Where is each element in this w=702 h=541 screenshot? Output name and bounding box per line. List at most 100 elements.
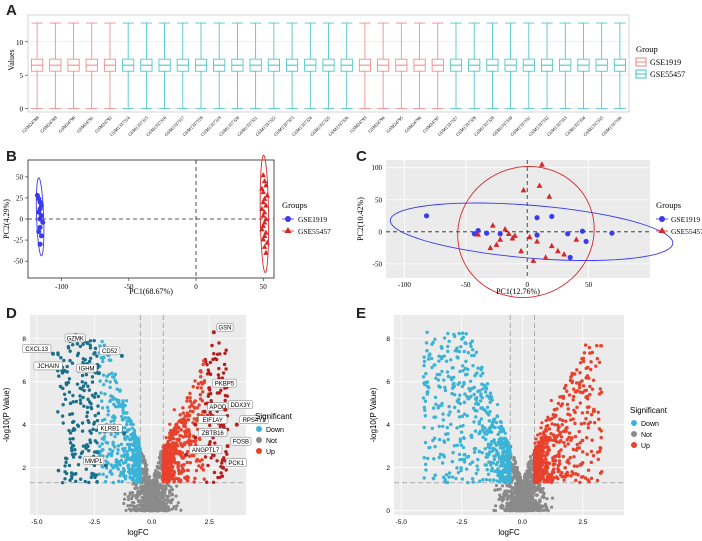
point-down-e [472, 420, 476, 424]
point-up-e [540, 469, 545, 473]
point-up-d [219, 388, 223, 392]
y-axis-label-c: PC2(10.42%) [356, 197, 365, 241]
point-down-d [78, 477, 83, 481]
point-down-e [477, 419, 482, 424]
point-gse1919-c [579, 228, 586, 234]
box-GSM1337320 [231, 22, 244, 110]
point-down-e [484, 386, 489, 391]
point-down-e [458, 439, 463, 444]
point-down-d [113, 445, 117, 449]
point-e [528, 488, 532, 493]
point-down-d [69, 471, 74, 475]
point-e [518, 474, 522, 479]
point-down-e [472, 450, 477, 454]
labeled-point-cd52 [119, 353, 124, 358]
point-up-d [209, 456, 213, 460]
pca-chart-b: -100 -50 0 50 -50 -25 0 25 50 PC1(68.67%) PC2(4.… [2, 154, 331, 296]
point-e [535, 508, 539, 513]
point-gse1919-c [567, 254, 573, 261]
point-down-e [466, 397, 470, 401]
ellipse-gse55457-b [259, 154, 270, 274]
point-gse55457-b [260, 236, 266, 242]
point-up-e [571, 398, 575, 402]
point-up-d [222, 425, 226, 429]
point-up-e [581, 384, 586, 388]
point-up-e [562, 440, 566, 445]
point-up-d [217, 341, 221, 345]
point-down-d [108, 447, 112, 452]
point-up-e [595, 344, 599, 348]
point-down-e [422, 425, 426, 430]
point-down-e [485, 405, 490, 409]
legend-marker-not-e [631, 431, 637, 437]
point-d [179, 508, 183, 512]
point-down-d [98, 449, 103, 454]
point-d [174, 494, 178, 498]
legend-a: Group GSE1919 GSE55457 [635, 44, 685, 79]
point-down-d [106, 461, 110, 465]
point-e [508, 509, 512, 513]
y-tick-label-d: 8 [22, 336, 26, 343]
point-d [148, 509, 152, 513]
point-d [149, 481, 153, 485]
label-box-klrb1 [97, 424, 123, 433]
point-down-d [102, 382, 106, 387]
point-up-e [539, 437, 544, 441]
point-down-d [104, 379, 109, 383]
point-down-e [497, 457, 502, 461]
point-e [533, 486, 537, 490]
point-down-e [487, 419, 492, 423]
point-up-e [572, 408, 576, 412]
point-e [505, 501, 509, 505]
point-up-d [162, 474, 166, 479]
point-down-e [437, 359, 441, 363]
point-down-e [486, 445, 491, 449]
point-down-d [120, 414, 124, 419]
point-up-e [578, 441, 582, 445]
box-GSM1337317 [176, 22, 189, 110]
point-down-e [474, 350, 479, 355]
point-down-d [56, 410, 60, 414]
point-gse55457-b [259, 226, 265, 232]
point-down-e [443, 388, 448, 393]
point-down-e [486, 442, 491, 446]
labeled-point-fosb [225, 444, 230, 449]
point-up-e [589, 360, 593, 364]
point-up-d [172, 444, 177, 448]
point-up-e [532, 464, 537, 468]
point-e [519, 482, 523, 486]
point-e [500, 496, 504, 500]
point-down-d [119, 458, 124, 462]
point-gse1919-b [37, 224, 43, 230]
point-e [549, 398, 553, 403]
point-down-e [432, 457, 436, 461]
point-e [513, 482, 518, 486]
point-up-e [586, 426, 591, 430]
point-up-d [213, 357, 217, 361]
point-down-e [447, 475, 451, 479]
box-GSM24790 [67, 22, 80, 110]
point-gse55457-c [493, 241, 500, 247]
point-up-d [211, 480, 216, 484]
label-box-cxcl13 [22, 344, 52, 353]
label-box-mmp1 [83, 456, 105, 465]
box-GSM24791 [85, 22, 98, 110]
point-down-d [102, 434, 107, 439]
point-down-e [476, 468, 480, 472]
legend-item-gse1919-a: GSE1919 [650, 58, 681, 67]
point-down-e [431, 476, 436, 481]
point-d [169, 428, 173, 433]
point-up-e [560, 418, 565, 423]
point-down-e [488, 394, 493, 399]
point-e [526, 496, 530, 500]
point-d [140, 499, 144, 503]
panel-label-b: B [6, 148, 17, 165]
point-down-d [121, 408, 125, 413]
point-up-e [585, 410, 590, 415]
point-down-e [488, 391, 493, 395]
point-down-d [96, 394, 101, 399]
point-down-d [97, 472, 102, 476]
point-d [140, 506, 145, 511]
point-down-e [458, 457, 462, 462]
point-up-d [213, 441, 217, 445]
